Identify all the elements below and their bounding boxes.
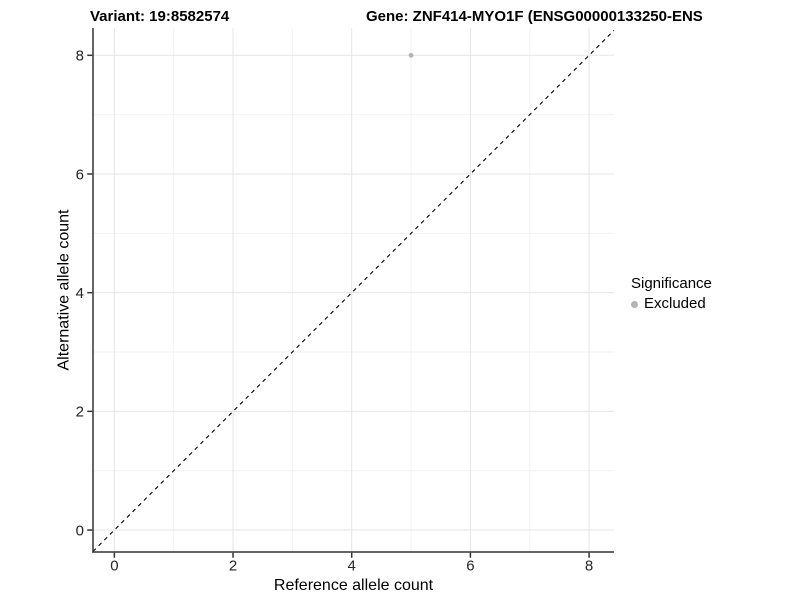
legend-title: Significance [631, 275, 712, 292]
excluded-dot-icon [631, 300, 638, 308]
legend-item-label: Excluded [644, 295, 706, 312]
y-axis-title: Alternative allele count [55, 209, 73, 371]
y-tick-label: 2 [76, 404, 84, 421]
data-point [408, 52, 414, 58]
legend-item-excluded: Excluded [631, 296, 712, 312]
variant-title: Variant: 19:8582574 [90, 8, 230, 25]
x-tick-label: 0 [110, 558, 118, 575]
x-tick-label: 2 [229, 558, 237, 575]
y-tick-label: 8 [76, 48, 84, 65]
legend: Significance Excluded [631, 276, 712, 312]
gene-title: Gene: ZNF414-MYO1F (ENSG00000133250-ENS [366, 8, 703, 25]
y-tick-label: 0 [76, 522, 84, 539]
y-tick-label: 4 [76, 285, 84, 302]
x-tick-label: 4 [348, 558, 356, 575]
identity-line [92, 29, 615, 552]
x-tick-label: 6 [466, 558, 474, 575]
y-tick-label: 6 [76, 166, 84, 183]
x-tick-label: 8 [585, 558, 593, 575]
x-axis-title: Reference allele count [273, 577, 434, 594]
